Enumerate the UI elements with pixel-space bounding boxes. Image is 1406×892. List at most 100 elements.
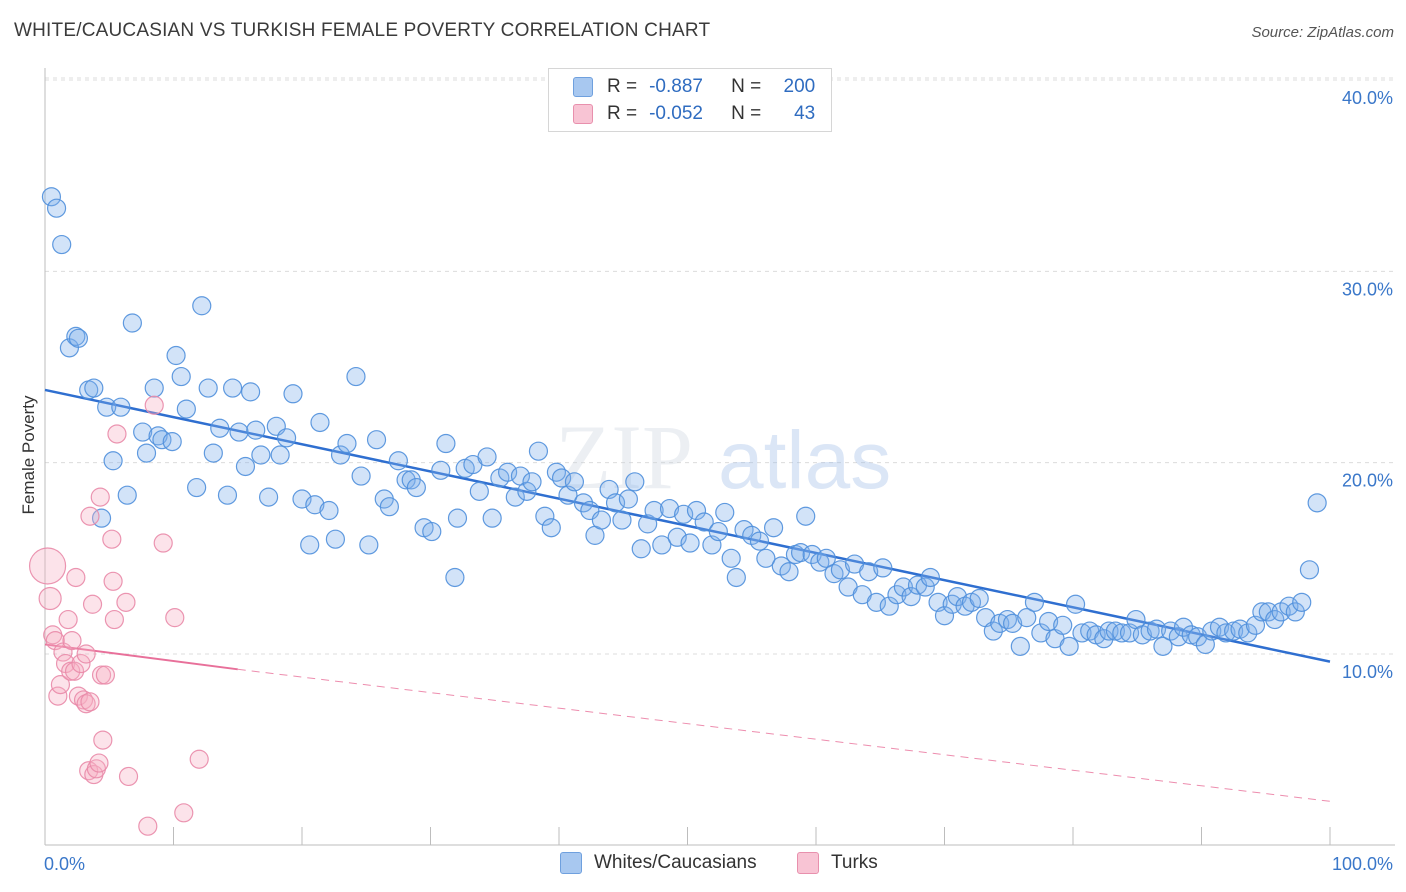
point-whites bbox=[176, 399, 196, 419]
point-whites bbox=[983, 621, 1003, 641]
point-whites bbox=[330, 445, 351, 465]
point-whites bbox=[1146, 619, 1167, 639]
point-whites bbox=[52, 234, 72, 255]
point-whites bbox=[726, 567, 746, 588]
x-tick-label: 100.0% bbox=[1332, 854, 1393, 874]
y-tick-label: 20.0% bbox=[1342, 471, 1393, 491]
point-whites bbox=[210, 418, 230, 438]
point-whites bbox=[359, 535, 379, 555]
point-whites bbox=[1059, 636, 1079, 656]
point-whites bbox=[1271, 602, 1291, 622]
bottom-legend-label-turks: Turks bbox=[831, 852, 878, 873]
point-turks bbox=[38, 586, 62, 611]
y-axis-label: Female Poverty bbox=[19, 395, 38, 515]
point-whites bbox=[1024, 592, 1045, 612]
point-whites bbox=[246, 420, 266, 440]
point-whites bbox=[379, 497, 399, 517]
point-whites bbox=[644, 500, 664, 521]
point-whites bbox=[111, 397, 131, 417]
point-whites bbox=[241, 382, 261, 402]
point-whites bbox=[422, 521, 442, 542]
point-turks bbox=[95, 665, 115, 685]
point-whites bbox=[771, 556, 791, 576]
point-whites bbox=[198, 378, 218, 398]
point-whites bbox=[1003, 613, 1023, 633]
point-whites bbox=[1153, 636, 1173, 656]
point-whites bbox=[1299, 560, 1320, 580]
point-whites bbox=[873, 558, 893, 578]
point-turks bbox=[116, 592, 136, 612]
point-whites bbox=[1031, 623, 1051, 643]
point-whites bbox=[270, 445, 290, 465]
point-turks bbox=[189, 749, 209, 769]
point-turks bbox=[50, 675, 71, 695]
watermark-atlas: atlas bbox=[718, 415, 891, 506]
point-whites bbox=[223, 378, 243, 398]
point-whites bbox=[1238, 623, 1258, 643]
point-whites bbox=[171, 366, 191, 387]
point-whites bbox=[203, 443, 223, 463]
point-turks bbox=[89, 753, 109, 773]
point-whites bbox=[1112, 623, 1132, 643]
point-turks bbox=[90, 487, 110, 507]
point-whites bbox=[715, 502, 735, 523]
point-whites bbox=[969, 588, 989, 609]
point-whites bbox=[573, 493, 594, 513]
point-turks bbox=[104, 609, 124, 630]
point-turks bbox=[62, 631, 82, 651]
legend-r-value-turks: -0.052 bbox=[649, 103, 703, 124]
point-whites bbox=[1065, 594, 1086, 614]
grid-lines bbox=[45, 77, 1395, 655]
bottom-legend-turks: Turks bbox=[797, 852, 878, 874]
point-whites bbox=[763, 518, 784, 538]
point-whites bbox=[136, 443, 157, 463]
point-whites bbox=[337, 433, 357, 454]
point-whites bbox=[258, 487, 279, 507]
point-whites bbox=[779, 562, 799, 582]
point-turks bbox=[153, 533, 173, 553]
point-whites bbox=[551, 468, 572, 488]
point-whites bbox=[431, 460, 451, 480]
point-whites bbox=[659, 498, 680, 519]
legend-n-label: N = bbox=[731, 76, 762, 97]
point-whites bbox=[319, 500, 339, 521]
point-whites bbox=[235, 456, 256, 477]
point-turks bbox=[48, 686, 68, 706]
point-whites bbox=[796, 506, 816, 526]
point-whites bbox=[117, 485, 137, 505]
point-whites bbox=[694, 512, 714, 532]
point-turks bbox=[102, 529, 122, 549]
point-whites bbox=[346, 366, 366, 387]
point-whites bbox=[469, 481, 489, 501]
point-whites bbox=[879, 596, 899, 616]
bottom-legend-swatch-whites bbox=[560, 852, 582, 874]
point-turks bbox=[103, 571, 123, 591]
point-whites bbox=[625, 472, 645, 492]
point-whites bbox=[528, 441, 549, 461]
x-tick-label: 0.0% bbox=[44, 854, 85, 874]
point-whites bbox=[1053, 615, 1073, 635]
point-whites bbox=[1216, 623, 1236, 643]
legend-n-value-whites: 200 bbox=[783, 76, 816, 97]
point-whites bbox=[802, 544, 822, 565]
point-whites bbox=[535, 506, 555, 526]
point-turks bbox=[66, 567, 86, 588]
legend-r-label: R = bbox=[607, 76, 638, 97]
point-whites bbox=[447, 508, 468, 528]
point-whites bbox=[325, 529, 346, 549]
point-whites bbox=[708, 521, 728, 542]
point-whites bbox=[84, 378, 104, 398]
point-whites bbox=[541, 518, 561, 538]
point-whites bbox=[148, 426, 168, 446]
point-whites bbox=[631, 539, 651, 559]
point-whites bbox=[310, 412, 330, 433]
point-turks bbox=[76, 644, 96, 664]
point-whites bbox=[283, 384, 303, 404]
point-whites bbox=[1173, 617, 1194, 637]
point-turks bbox=[80, 506, 100, 526]
point-turks bbox=[64, 661, 85, 681]
point-whites bbox=[866, 592, 886, 612]
point-whites bbox=[997, 609, 1018, 630]
point-whites bbox=[133, 422, 153, 442]
